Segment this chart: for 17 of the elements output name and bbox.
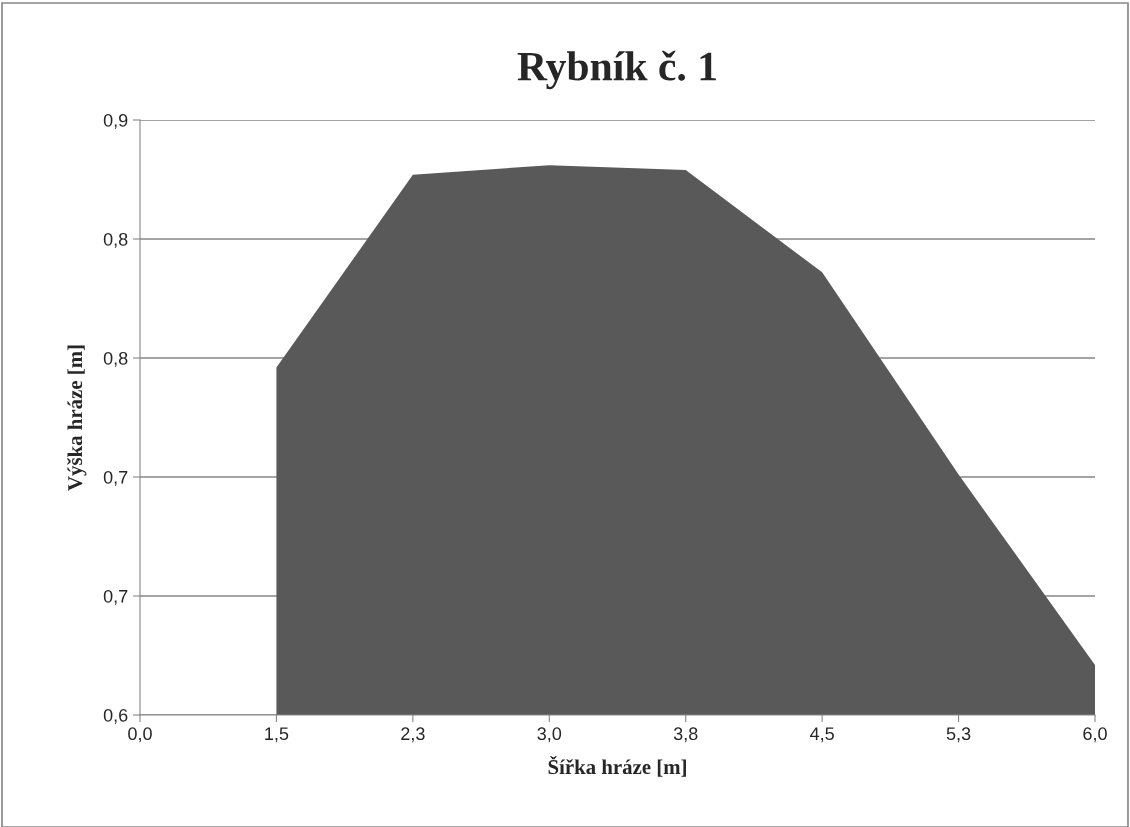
y-tick-label: 0,8 — [103, 232, 128, 248]
y-tick-label: 0,8 — [103, 351, 128, 367]
chart-title: Rybník č. 1 — [517, 50, 716, 90]
x-tick-label: 0,0 — [128, 727, 152, 743]
y-axis-title: Výška hráze [m] — [67, 345, 87, 491]
x-tick-label: 2,3 — [401, 727, 425, 743]
y-tick-label: 0,6 — [103, 708, 128, 724]
x-axis-title: Šířka hráze [m] — [548, 755, 686, 777]
x-tick-label: 3,8 — [673, 727, 698, 743]
x-tick-label: 3,0 — [537, 727, 562, 743]
x-tick-label: 5,3 — [946, 727, 971, 743]
y-tick-label: 0,7 — [103, 589, 128, 605]
y-tick-label: 0,9 — [103, 113, 128, 129]
x-tick-label: 6,0 — [1083, 727, 1107, 743]
x-tick-label: 1,5 — [265, 727, 289, 743]
x-tick-label: 4,5 — [810, 727, 834, 743]
y-tick-label: 0,7 — [103, 470, 128, 486]
